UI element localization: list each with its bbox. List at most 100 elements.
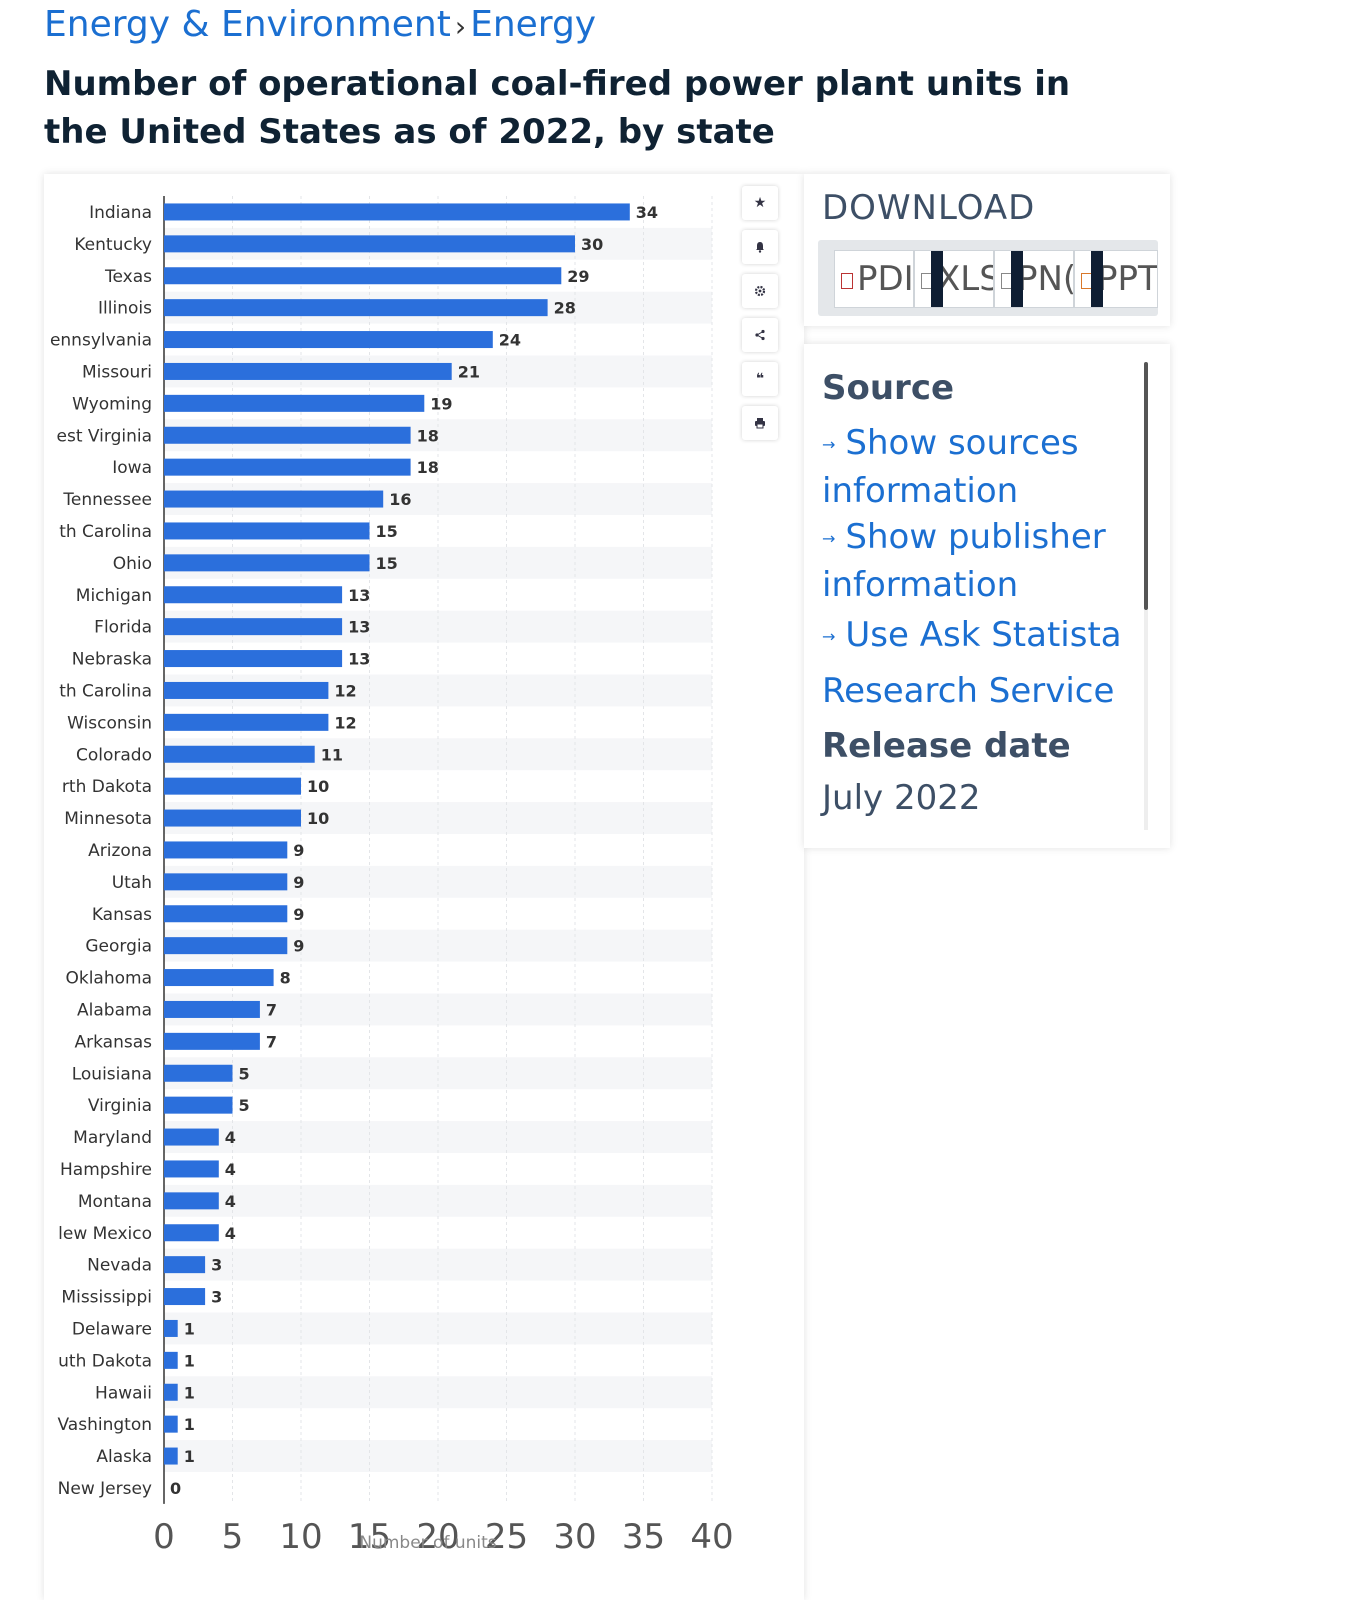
category-label: Alabama: [77, 1000, 152, 1020]
data-label: 5: [239, 1064, 250, 1083]
data-label: 0: [170, 1479, 181, 1498]
download-panel: DOWNLOAD PDI XLS PN( PPT: [804, 174, 1170, 326]
data-label: 34: [636, 203, 658, 222]
bar: [164, 458, 411, 476]
breadcrumb-link-parent[interactable]: Energy & Environment: [44, 4, 451, 45]
data-label: 12: [334, 681, 356, 700]
data-label: 24: [499, 331, 521, 350]
settings-button[interactable]: [742, 274, 778, 308]
category-label: Indiana: [89, 203, 152, 223]
data-label: 18: [417, 458, 439, 477]
category-label: Arizona: [88, 841, 152, 861]
page-title: Number of operational coal-fired power p…: [44, 64, 1071, 152]
download-xls-button[interactable]: XLS: [914, 250, 994, 308]
data-label: 10: [307, 809, 329, 828]
download-png-button[interactable]: PN(: [994, 250, 1074, 308]
gear-icon: [754, 285, 766, 297]
share-button[interactable]: [742, 318, 778, 352]
category-label: Louisiana: [72, 1064, 152, 1084]
breadcrumb: Energy & Environment › Energy: [44, 4, 596, 45]
data-label: 13: [348, 586, 370, 605]
ask-statista-link[interactable]: → Use Ask Statista Research Service: [822, 608, 1142, 718]
data-label: 4: [225, 1160, 236, 1179]
print-icon: [755, 418, 765, 429]
notify-button[interactable]: [742, 230, 778, 264]
data-label: 1: [184, 1415, 195, 1434]
download-title: DOWNLOAD: [822, 188, 1036, 228]
data-label: 13: [348, 650, 370, 669]
bar: [164, 777, 301, 795]
category-label: est Virginia: [57, 426, 152, 446]
category-label: Oklahoma: [65, 969, 152, 989]
bar: [164, 490, 384, 508]
bar: [164, 1447, 178, 1465]
bar: [164, 937, 288, 955]
bar: [164, 1192, 219, 1210]
scrollbar-thumb[interactable]: [1144, 362, 1148, 610]
x-tick-label: 20: [416, 1517, 459, 1557]
favorite-button[interactable]: ★: [742, 186, 778, 220]
category-label: Georgia: [85, 937, 152, 957]
data-label: 9: [293, 905, 304, 924]
category-label: Hawaii: [95, 1383, 152, 1403]
data-label: 1: [184, 1319, 195, 1338]
cite-button[interactable]: ❝: [742, 362, 778, 396]
data-label: 4: [225, 1192, 236, 1211]
data-label: 8: [280, 969, 291, 988]
category-label: Missouri: [82, 362, 152, 382]
category-label: Minnesota: [64, 809, 152, 829]
category-label: Arkansas: [75, 1032, 153, 1052]
button-divider: [931, 251, 943, 307]
data-label: 9: [293, 937, 304, 956]
scrollbar-track[interactable]: [1144, 610, 1148, 830]
row-stripe: [164, 1121, 712, 1153]
bar: [164, 650, 343, 668]
bar: [164, 969, 274, 987]
print-button[interactable]: [742, 406, 778, 440]
bar: [164, 331, 493, 349]
bar: [164, 1319, 178, 1337]
download-ppt-button[interactable]: PPT: [1074, 250, 1158, 308]
show-publisher-link[interactable]: → Show publisher information: [822, 514, 1142, 608]
data-label: 9: [293, 873, 304, 892]
data-label: 1: [184, 1351, 195, 1370]
bar: [164, 1415, 178, 1433]
arrow-right-icon: →: [822, 626, 836, 646]
category-label: rth Dakota: [62, 777, 152, 797]
category-label: New Jersey: [58, 1479, 152, 1499]
info-panel: Source → Show sources information → Show p…: [804, 344, 1170, 848]
breadcrumb-link-current[interactable]: Energy: [470, 4, 597, 45]
share-icon: [755, 329, 765, 341]
data-label: 4: [225, 1128, 236, 1147]
data-label: 30: [581, 235, 603, 254]
category-label: Mississippi: [61, 1288, 152, 1308]
bar: [164, 1064, 233, 1082]
data-label: 5: [239, 1096, 250, 1115]
bar: [164, 1288, 206, 1306]
x-tick-label: 35: [622, 1517, 665, 1557]
data-label: 13: [348, 618, 370, 637]
data-label: 1: [184, 1447, 195, 1466]
bar: [164, 203, 630, 221]
category-label: Wisconsin: [67, 713, 152, 733]
x-tick-label: 30: [553, 1517, 596, 1557]
category-label: Delaware: [72, 1319, 152, 1339]
row-stripe: [164, 1312, 712, 1345]
x-tick-label: 40: [690, 1517, 733, 1557]
data-label: 21: [458, 362, 480, 381]
bar: [164, 809, 301, 827]
show-sources-link[interactable]: → Show sources information: [822, 420, 1142, 514]
bar: [164, 1383, 178, 1401]
category-label: Utah: [112, 873, 152, 893]
show-sources-label: Show sources information: [822, 423, 1079, 511]
data-label: 3: [211, 1256, 222, 1275]
category-label: Alaska: [96, 1447, 152, 1467]
category-label: th Carolina: [59, 681, 152, 701]
data-label: 10: [307, 777, 329, 796]
download-pdf-button[interactable]: PDI: [834, 250, 914, 308]
data-label: 3: [211, 1288, 222, 1307]
category-label: Florida: [94, 618, 152, 638]
bar: [164, 394, 425, 412]
quote-icon: ❝: [755, 371, 765, 387]
